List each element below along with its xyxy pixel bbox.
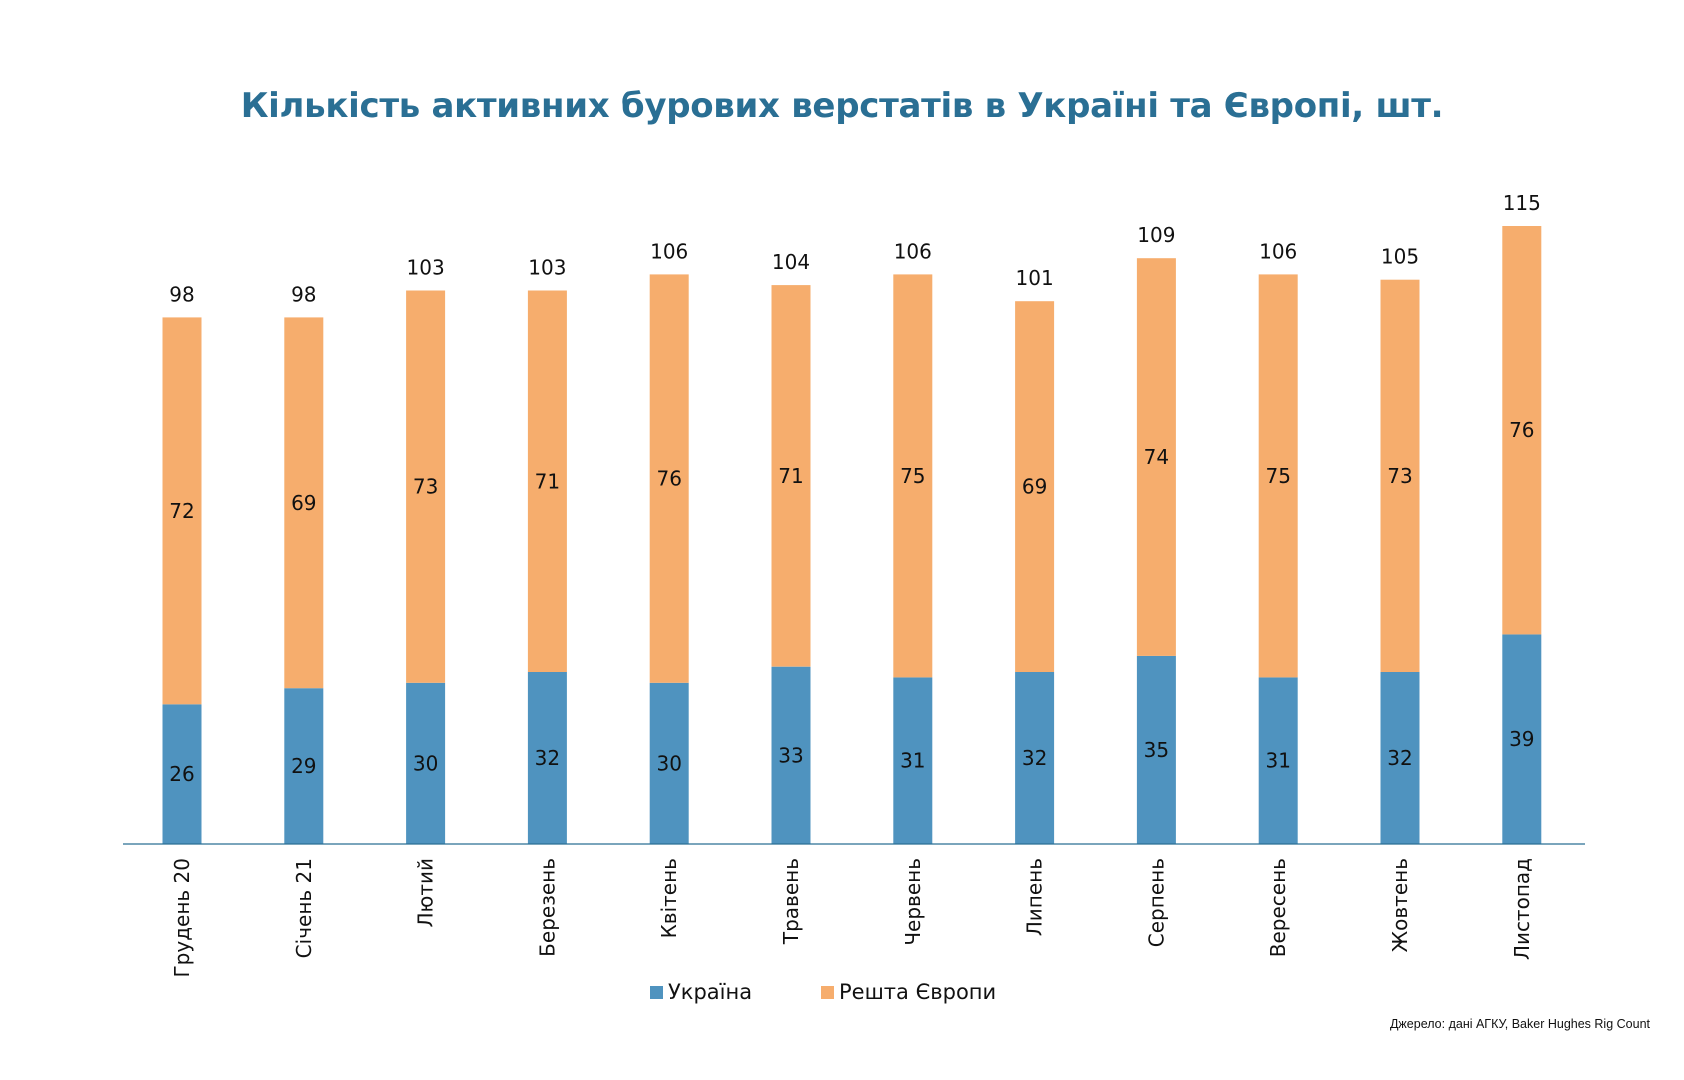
segment-value-label: 73 [1387,464,1412,488]
segment-value-label: 75 [1265,464,1290,488]
bar-segment-rest-of-europe [893,274,933,678]
total-value-label: 98 [291,282,316,306]
bar-segment-ukraine [1015,672,1055,844]
total-value-label: 105 [1381,245,1419,269]
x-tick-label: Січень 21 [292,858,316,958]
total-value-label: 106 [1259,239,1297,263]
segment-value-label: 30 [656,751,681,775]
segment-value-label: 76 [1509,418,1534,442]
bar-segment-rest-of-europe [649,274,689,683]
bar-segment-ukraine [1258,677,1298,844]
bar-segment-rest-of-europe [527,290,567,672]
total-value-label: 103 [407,256,445,280]
segment-value-label: 71 [778,464,803,488]
segment-value-label: 76 [656,467,681,491]
total-value-label: 101 [1016,266,1054,290]
x-tick-label: Липень [1023,858,1047,936]
total-value-label: 106 [894,239,932,263]
segment-value-label: 35 [1144,738,1169,762]
segment-value-label: 69 [291,491,316,515]
bar-segment-rest-of-europe [284,317,324,689]
segment-value-label: 72 [169,499,194,523]
segment-value-label: 33 [778,743,803,767]
bar-segment-rest-of-europe [162,317,202,705]
bar-segment-ukraine [771,666,811,844]
bar-segment-ukraine [1380,672,1420,844]
bar-segment-ukraine [162,704,202,844]
segment-value-label: 26 [169,762,194,786]
bar-segment-ukraine [893,677,933,844]
x-tick-label: Лютий [414,858,438,928]
x-tick-label: Листопад [1510,858,1534,960]
segment-value-label: 73 [413,475,438,499]
total-value-label: 115 [1503,191,1541,215]
segment-value-label: 69 [1022,475,1047,499]
bar-segment-rest-of-europe [1015,301,1055,672]
bar-segment-ukraine [649,682,689,844]
x-tick-label: Серпень [1144,858,1168,947]
bar-segment-rest-of-europe [1258,274,1298,678]
x-tick-label: Травень [779,858,803,945]
source-note: Джерело: дані АГКУ, Baker Hughes Rig Cou… [1389,1017,1650,1031]
legend-swatch [821,986,834,999]
segment-value-label: 30 [413,751,438,775]
segment-value-label: 32 [1022,746,1047,770]
x-tick-label: Вересень [1266,858,1290,957]
bar-segment-rest-of-europe [1136,258,1176,656]
total-value-label: 98 [169,282,194,306]
bar-segment-rest-of-europe [771,285,811,667]
bar-segment-rest-of-europe [1380,279,1420,672]
bars-layer [162,226,1542,844]
segment-value-label: 32 [535,746,560,770]
data-labels-layer: 26 72 98 29 69 98 30 73 103 32 71 103 30 76 106 33 71 104… [169,191,1541,786]
bar-segment-rest-of-europe [406,290,446,683]
bar-segment-ukraine [1502,634,1542,844]
x-tick-label: Березень [535,858,559,957]
segment-value-label: 32 [1387,746,1412,770]
bar-segment-ukraine [284,688,324,844]
total-value-label: 103 [528,256,566,280]
bar-segment-ukraine [1136,655,1176,844]
chart-title: Кількість активних бурових верстатів в У… [240,86,1444,126]
total-value-label: 104 [772,250,810,274]
total-value-label: 109 [1137,223,1175,247]
segment-value-label: 74 [1144,445,1169,469]
segment-value-label: 29 [291,754,316,778]
segment-value-label: 75 [900,464,925,488]
bar-segment-ukraine [527,672,567,844]
legend: Україна Решта Європи [650,980,996,1004]
x-tick-labels-layer: Грудень 20 Січень 21 Лютий Березень Квітень Т… [170,858,1534,978]
x-tick-label: Жовтень [1388,858,1412,952]
legend-swatch [650,986,663,999]
legend-label: Решта Європи [839,980,996,1004]
x-tick-label: Червень [901,858,925,946]
x-tick-label: Квітень [657,858,681,938]
legend-label: Україна [668,980,752,1004]
total-value-label: 106 [650,239,688,263]
segment-value-label: 39 [1509,727,1534,751]
x-tick-label: Грудень 20 [170,858,194,978]
bar-segment-rest-of-europe [1502,226,1542,635]
segment-value-label: 31 [900,749,925,773]
bar-segment-ukraine [406,682,446,844]
segment-value-label: 71 [535,469,560,493]
segment-value-label: 31 [1265,749,1290,773]
